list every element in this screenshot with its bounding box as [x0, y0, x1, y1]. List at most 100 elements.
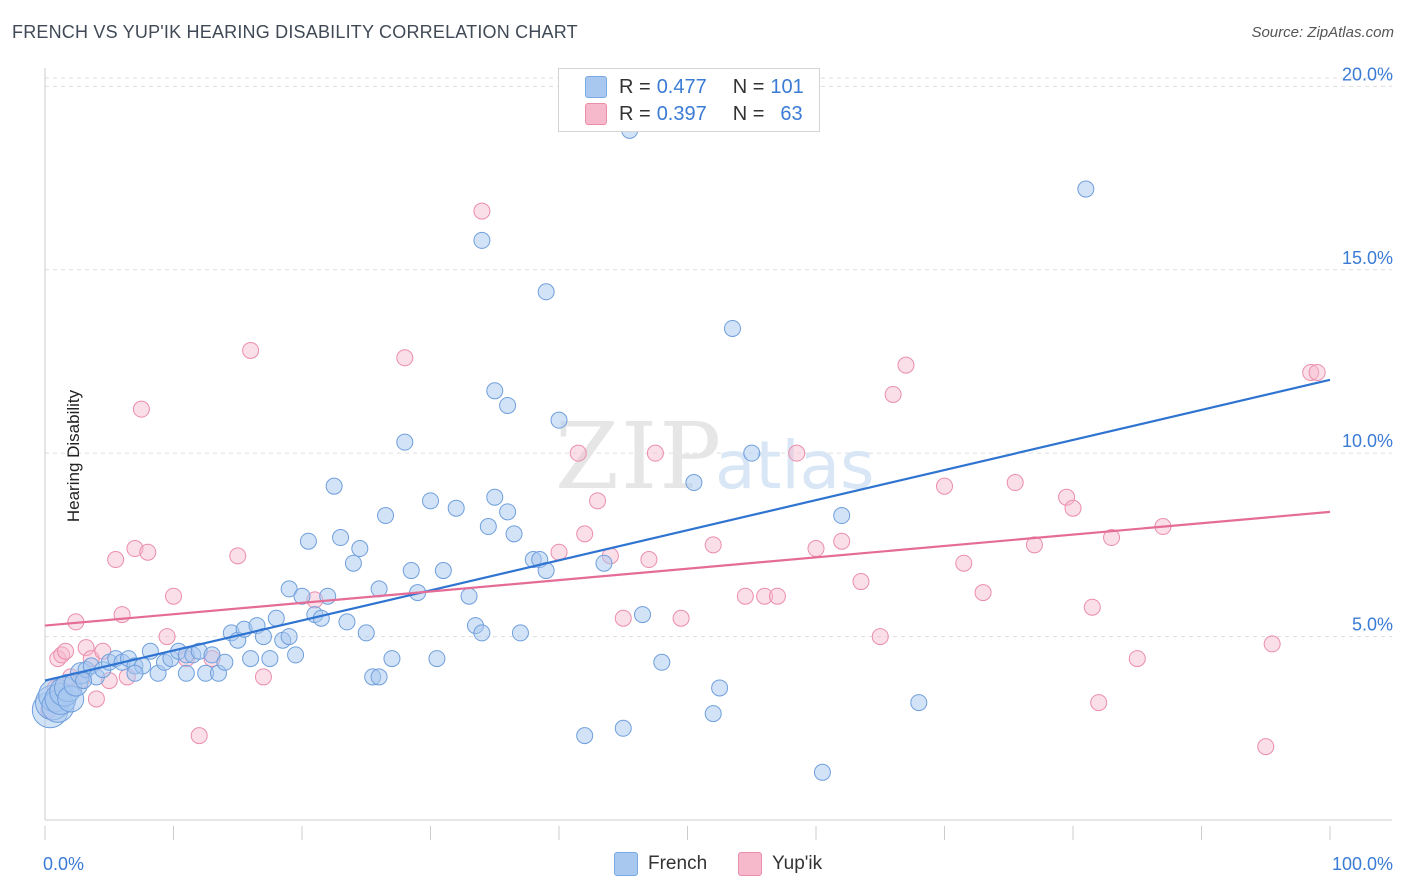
french-point	[287, 646, 305, 664]
yupik-point	[807, 540, 825, 558]
bottom-yupik-label: Yup'ik	[772, 853, 823, 874]
yupik-r-value: 0.397	[656, 102, 707, 125]
y-axis-label: Hearing Disability	[64, 389, 84, 523]
yupik-point	[756, 587, 774, 605]
yupik-point	[1302, 363, 1320, 381]
yupik-point	[576, 525, 594, 543]
french-point	[576, 727, 594, 745]
yupik-point	[107, 551, 125, 569]
french-point	[267, 609, 285, 627]
yupik-point	[1083, 598, 1101, 616]
french-point	[377, 507, 395, 525]
yupik-point	[852, 573, 870, 591]
yupik-point	[569, 444, 587, 462]
french-point	[338, 613, 356, 631]
french-point	[505, 525, 523, 543]
french-point	[460, 587, 478, 605]
french-point	[653, 653, 671, 671]
y-tick-label: 20.0%	[1342, 64, 1393, 84]
yupik-point	[87, 690, 105, 708]
french-point	[723, 319, 741, 337]
french-point	[486, 382, 504, 400]
french-point	[1077, 180, 1095, 198]
yupik-point	[1257, 738, 1275, 756]
bottom-legend-yupik: Yup'ik	[738, 852, 822, 876]
yupik-points	[40, 202, 1326, 756]
yupik-point	[1308, 363, 1326, 381]
french-point	[550, 411, 568, 429]
french-point	[537, 283, 555, 301]
yupik-point	[1025, 536, 1043, 554]
yupik-point	[190, 727, 208, 745]
french-point	[261, 650, 279, 668]
yupik-point	[704, 536, 722, 554]
french-point	[486, 488, 504, 506]
french-r-value: 0.477	[656, 75, 707, 98]
y-tick-label: 10.0%	[1342, 431, 1393, 451]
yupik-trend-line	[44, 510, 1331, 627]
legend-row-yupik: R = 0.397 N = 63	[585, 102, 803, 126]
yupik-point	[1064, 499, 1082, 517]
yupik-point	[254, 668, 272, 686]
french-point	[299, 532, 317, 550]
french-point	[383, 650, 401, 668]
french-point	[203, 646, 221, 664]
bottom-yupik-swatch	[738, 852, 762, 876]
french-point	[813, 763, 831, 781]
french-point	[396, 433, 414, 451]
y-tick-label: 15.0%	[1342, 248, 1393, 268]
french-point	[126, 664, 144, 682]
french-point	[351, 540, 369, 558]
french-point	[177, 664, 195, 682]
yupik-point	[788, 444, 806, 462]
french-point	[634, 606, 652, 624]
watermark-zip: ZIP	[555, 403, 723, 510]
french-trend-line	[44, 378, 1331, 682]
yupik-point	[1006, 474, 1024, 492]
yupik-point	[1128, 650, 1146, 668]
watermark: ZIP atlas	[555, 403, 875, 510]
french-point	[434, 562, 452, 580]
yupik-swatch	[585, 103, 607, 125]
french-point	[499, 503, 517, 521]
french-point	[711, 679, 729, 697]
correlation-legend: R = 0.477 N = 101 R = 0.397 N = 63	[558, 68, 820, 132]
french-point	[910, 694, 928, 712]
french-point	[325, 477, 343, 495]
french-point	[499, 396, 517, 414]
french-point	[370, 668, 388, 686]
yupik-point	[132, 400, 150, 418]
yupik-n-value: 63	[780, 102, 803, 125]
french-n-value: 101	[770, 75, 804, 98]
x-tick-label-min: 0.0%	[43, 854, 84, 874]
yupik-point	[165, 587, 182, 605]
yupik-point	[871, 628, 889, 646]
yupik-point	[1103, 529, 1121, 547]
french-point	[242, 650, 260, 668]
yupik-point	[1263, 635, 1281, 653]
yupik-point	[242, 341, 260, 359]
yupik-point	[473, 202, 491, 220]
french-points	[31, 121, 1095, 781]
french-point	[473, 624, 491, 642]
yupik-point	[589, 492, 607, 510]
french-n-label: N =	[732, 75, 765, 98]
legend-row-french: R = 0.477 N = 101	[585, 75, 804, 99]
french-r-label: R =	[619, 75, 651, 98]
yupik-point	[1090, 694, 1108, 712]
french-point	[614, 719, 632, 737]
french-point	[332, 529, 350, 547]
yupik-point	[936, 477, 953, 495]
french-point	[685, 474, 703, 492]
bottom-legend-french: French	[614, 852, 707, 876]
chart-title: FRENCH VS YUP'IK HEARING DISABILITY CORR…	[12, 22, 578, 42]
bottom-french-swatch	[614, 852, 638, 876]
yupik-point	[139, 543, 157, 561]
french-point	[595, 554, 613, 572]
french-point	[511, 624, 529, 642]
tick-labels: 5.0% 10.0% 15.0% 20.0% 0.0% 100.0%	[43, 64, 1393, 874]
yupik-point	[550, 543, 568, 561]
yupik-point	[833, 532, 851, 550]
yupik-point	[1058, 488, 1076, 506]
